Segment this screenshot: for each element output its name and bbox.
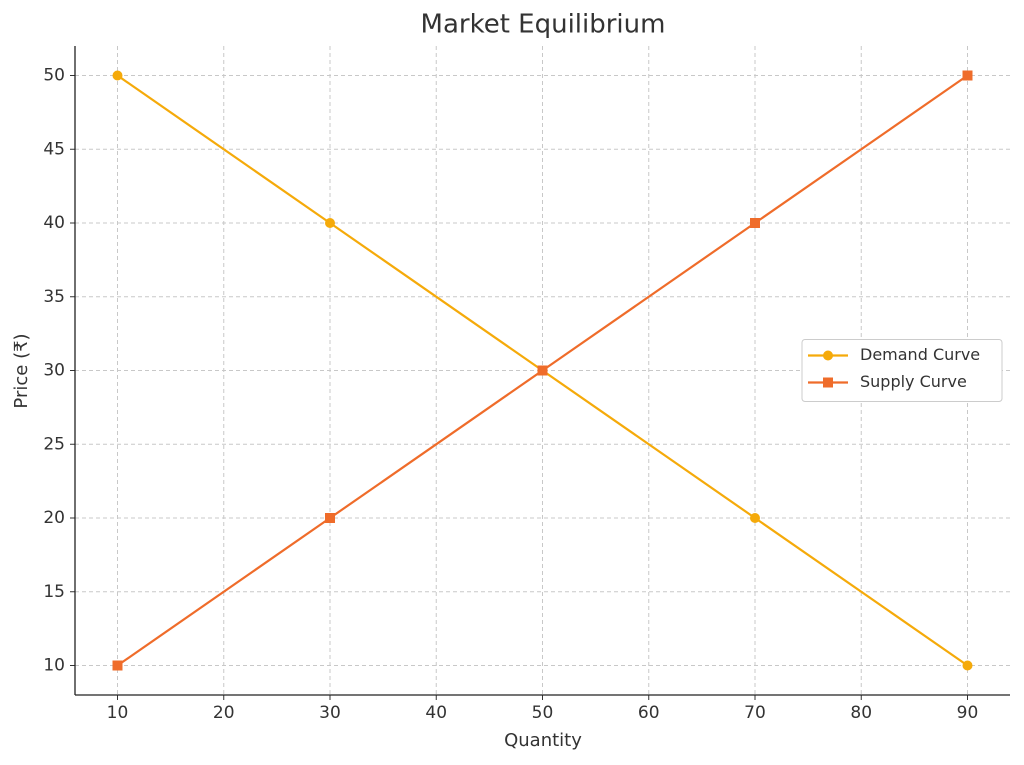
marker bbox=[750, 513, 760, 523]
marker bbox=[325, 513, 335, 523]
x-axis-label: Quantity bbox=[504, 730, 582, 751]
x-tick-label: 80 bbox=[850, 703, 872, 723]
marker bbox=[962, 660, 973, 671]
legend-label: Demand Curve bbox=[860, 345, 980, 364]
y-axis-label: Price (₹) bbox=[11, 333, 32, 408]
y-tick-label: 50 bbox=[43, 66, 65, 86]
marker bbox=[750, 218, 760, 228]
legend-label: Supply Curve bbox=[860, 372, 967, 391]
marker bbox=[112, 660, 123, 671]
legend-box bbox=[801, 339, 1003, 402]
marker bbox=[823, 377, 833, 388]
y-tick-label: 35 bbox=[43, 287, 65, 307]
marker bbox=[325, 218, 335, 228]
y-tick-label: 30 bbox=[43, 361, 65, 381]
y-tick-label: 20 bbox=[43, 508, 65, 528]
x-tick-label: 10 bbox=[107, 703, 129, 723]
y-tick-label: 15 bbox=[43, 582, 65, 602]
y-tick-label: 40 bbox=[43, 213, 65, 233]
marker bbox=[112, 70, 123, 81]
y-tick-label: 25 bbox=[43, 434, 65, 454]
x-tick-label: 60 bbox=[638, 703, 660, 723]
x-tick-label: 30 bbox=[319, 703, 341, 723]
x-tick-label: 40 bbox=[425, 703, 447, 723]
x-tick-label: 50 bbox=[532, 703, 554, 723]
y-tick-label: 10 bbox=[43, 656, 65, 676]
marker bbox=[537, 365, 548, 376]
x-tick-label: 20 bbox=[213, 703, 235, 723]
marker bbox=[823, 350, 833, 361]
x-tick-label: 70 bbox=[744, 703, 766, 723]
chart-title: Market Equilibrium bbox=[421, 10, 666, 40]
x-tick-label: 90 bbox=[957, 703, 979, 723]
marker bbox=[962, 70, 973, 81]
legend: Demand Curve Supply Curve bbox=[801, 339, 1003, 402]
y-tick-label: 45 bbox=[43, 139, 65, 159]
